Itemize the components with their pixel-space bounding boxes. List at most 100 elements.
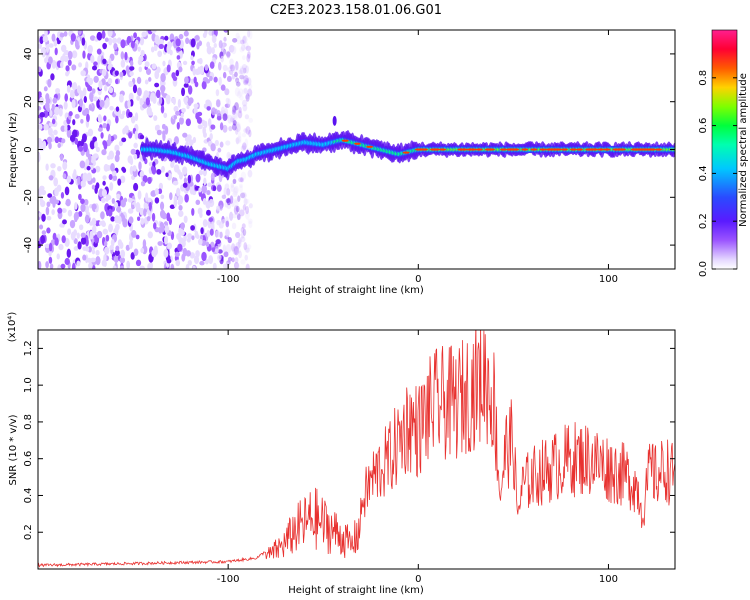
spectrogram-noise-cell (73, 212, 80, 221)
spectrogram-noise-cell (206, 106, 211, 111)
spectrogram-noise-cell (232, 105, 237, 113)
spectrogram-noise-cell (101, 197, 106, 203)
spectrogram-noise-cell (128, 111, 133, 118)
snr-series-line (38, 330, 675, 568)
spectrogram-noise-cell (107, 30, 113, 38)
spectrogram-noise-cell (248, 220, 253, 229)
spectrogram-noise-cell (228, 125, 233, 132)
spectrogram-noise-cell (154, 82, 160, 88)
spectrogram-noise-cell (244, 138, 249, 148)
spectrogram-noise-cell (196, 42, 200, 50)
spectrogram-noise-cell (92, 265, 96, 269)
spectrogram-noise-cell (231, 257, 235, 263)
snr-x-tick-label: 100 (599, 574, 618, 585)
spectrogram-noise-cell (236, 214, 242, 220)
spectrogram-y-tick-label: -20 (23, 189, 34, 205)
spectrogram-ridge-core (521, 148, 529, 151)
spectrogram-noise-cell (48, 242, 53, 252)
spectrogram-noise-cell (235, 77, 240, 83)
spectrogram-noise-cell (71, 82, 76, 90)
spectrogram-noise-cell (209, 61, 215, 69)
spectrogram-noise-cell (187, 259, 192, 266)
spectrogram-noise-cell (196, 116, 202, 124)
spectrogram-noise-cell (245, 263, 250, 269)
spectrogram-noise-cell (177, 98, 182, 108)
spectrogram-noise-cell (195, 199, 201, 205)
spectrogram-noise-cell (67, 50, 73, 60)
spectrogram-noise-cell (158, 96, 163, 105)
spectrogram-noise-cell (110, 162, 115, 172)
spectrogram-noise-cell (227, 256, 233, 262)
spectrogram-heat-layer (38, 30, 675, 269)
spectrogram-noise-cell (111, 198, 116, 204)
spectrogram-noise-cell (158, 43, 165, 49)
spectrogram-y-ticks: 40 20 0 -20 -40 (23, 48, 675, 253)
spectrogram-noise-cell (88, 104, 93, 111)
spectrogram-noise-cell (132, 165, 137, 172)
spectrogram-noise-cell (241, 64, 247, 70)
spectrogram-noise-cell (160, 72, 166, 83)
spectrogram-noise-cell (129, 71, 134, 77)
spectrogram-noise-cell (161, 165, 165, 173)
spectrogram-noise-cell (202, 219, 208, 228)
spectrogram-noise-cell (105, 196, 109, 202)
spectrogram-noise-cell (232, 118, 236, 126)
spectrogram-ridge-core (353, 142, 361, 145)
spectrogram-noise-cell (144, 61, 150, 68)
spectrogram-noise-cell (243, 87, 248, 94)
spectrogram-noise-cell (128, 240, 133, 249)
spectrogram-noise-cell (43, 86, 48, 92)
spectrogram-noise-cell (153, 115, 158, 121)
spectrogram-y-axis-label: Frequency (Hz) (8, 112, 19, 188)
spectrogram-noise-cell (164, 35, 169, 41)
spectrogram-noise-cell (73, 246, 79, 251)
spectrogram-noise-cell (91, 249, 96, 255)
spectrogram-noise-cell (97, 55, 101, 65)
spectrogram-noise-cell (189, 252, 195, 259)
spectrogram-ridge-core (475, 148, 483, 151)
spectrogram-noise-cell (44, 57, 49, 64)
spectrogram-noise-cell (245, 45, 252, 52)
spectrogram-noise-cell (38, 260, 42, 269)
spectrogram-noise-cell (243, 242, 248, 251)
spectrogram-noise-cell (230, 185, 235, 192)
spectrogram-noise-cell (226, 151, 231, 160)
spectrogram-noise-cell (248, 117, 253, 123)
spectrogram-noise-cell (229, 64, 234, 70)
spectrogram-noise-cell (231, 201, 235, 207)
spectrogram-noise-cell (176, 55, 181, 60)
spectrogram-noise-cell (241, 132, 247, 138)
spectrogram-noise-cell (237, 195, 241, 203)
spectrogram-noise-cell (234, 257, 239, 264)
spectrogram-noise-cell (128, 80, 134, 88)
spectrogram-noise-cell (87, 128, 94, 137)
spectrogram-noise-cell (240, 231, 245, 239)
spectrogram-noise-cell (223, 187, 227, 197)
spectrogram-noise-cell (239, 95, 244, 101)
spectrogram-noise-cell (127, 99, 131, 109)
spectrogram-noise-cell (120, 39, 126, 49)
spectrogram-noise-cell (238, 88, 244, 97)
spectrogram-noise-cell (156, 124, 160, 130)
spectrogram-noise-cell (105, 234, 110, 242)
spectrogram-noise-cell (44, 243, 50, 249)
spectrogram-noise-cell (96, 230, 103, 239)
spectrogram-noise-cell (62, 161, 68, 171)
spectrogram-noise-cell (165, 94, 171, 102)
snr-y-tick-label: 0.4 (23, 488, 34, 504)
spectrogram-noise-cell (232, 37, 238, 43)
spectrogram-noise-cell (87, 44, 93, 54)
spectrogram-noise-cell (214, 248, 219, 254)
spectrogram-noise-cell (183, 215, 188, 224)
spectrogram-noise-cell (102, 228, 109, 235)
spectrogram-ridge-core (469, 148, 477, 151)
spectrogram-noise-cell (123, 197, 128, 203)
spectrogram-noise-cell (205, 79, 211, 84)
spectrogram-noise-cell (235, 108, 241, 116)
spectrogram-noise-cell (165, 172, 169, 178)
spectrogram-noise-cell (57, 142, 62, 149)
spectrogram-noise-cell (245, 93, 250, 102)
spectrogram-noise-cell (140, 180, 146, 187)
spectrogram-noise-cell (114, 154, 120, 163)
spectrogram-noise-cell (146, 215, 151, 222)
